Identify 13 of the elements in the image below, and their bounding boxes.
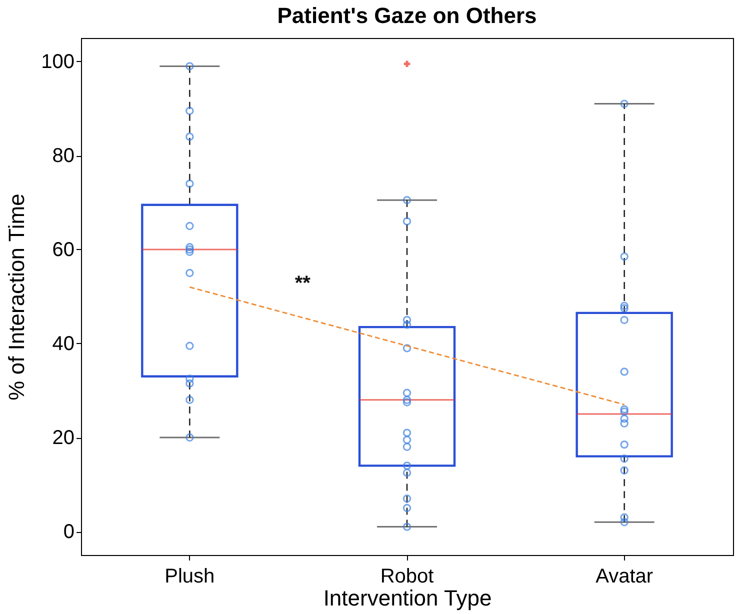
x-axis-title: Intervention Type <box>323 586 492 610</box>
x-tick-label: Robot <box>380 566 434 588</box>
annotation: ** <box>294 272 311 295</box>
chart-title: Patient's Gaze on Others <box>277 3 537 28</box>
y-axis-title: % of Interaction Time <box>4 194 30 400</box>
x-tick-label: Plush <box>164 566 215 588</box>
y-tick-label: 0 <box>63 521 74 543</box>
y-tick-label: 80 <box>52 145 74 167</box>
y-tick-label: 40 <box>52 333 74 355</box>
y-tick-label: 60 <box>52 239 74 261</box>
y-tick-label: 20 <box>52 427 74 449</box>
x-tick-label: Avatar <box>596 566 654 588</box>
y-tick-label: 100 <box>41 51 74 73</box>
